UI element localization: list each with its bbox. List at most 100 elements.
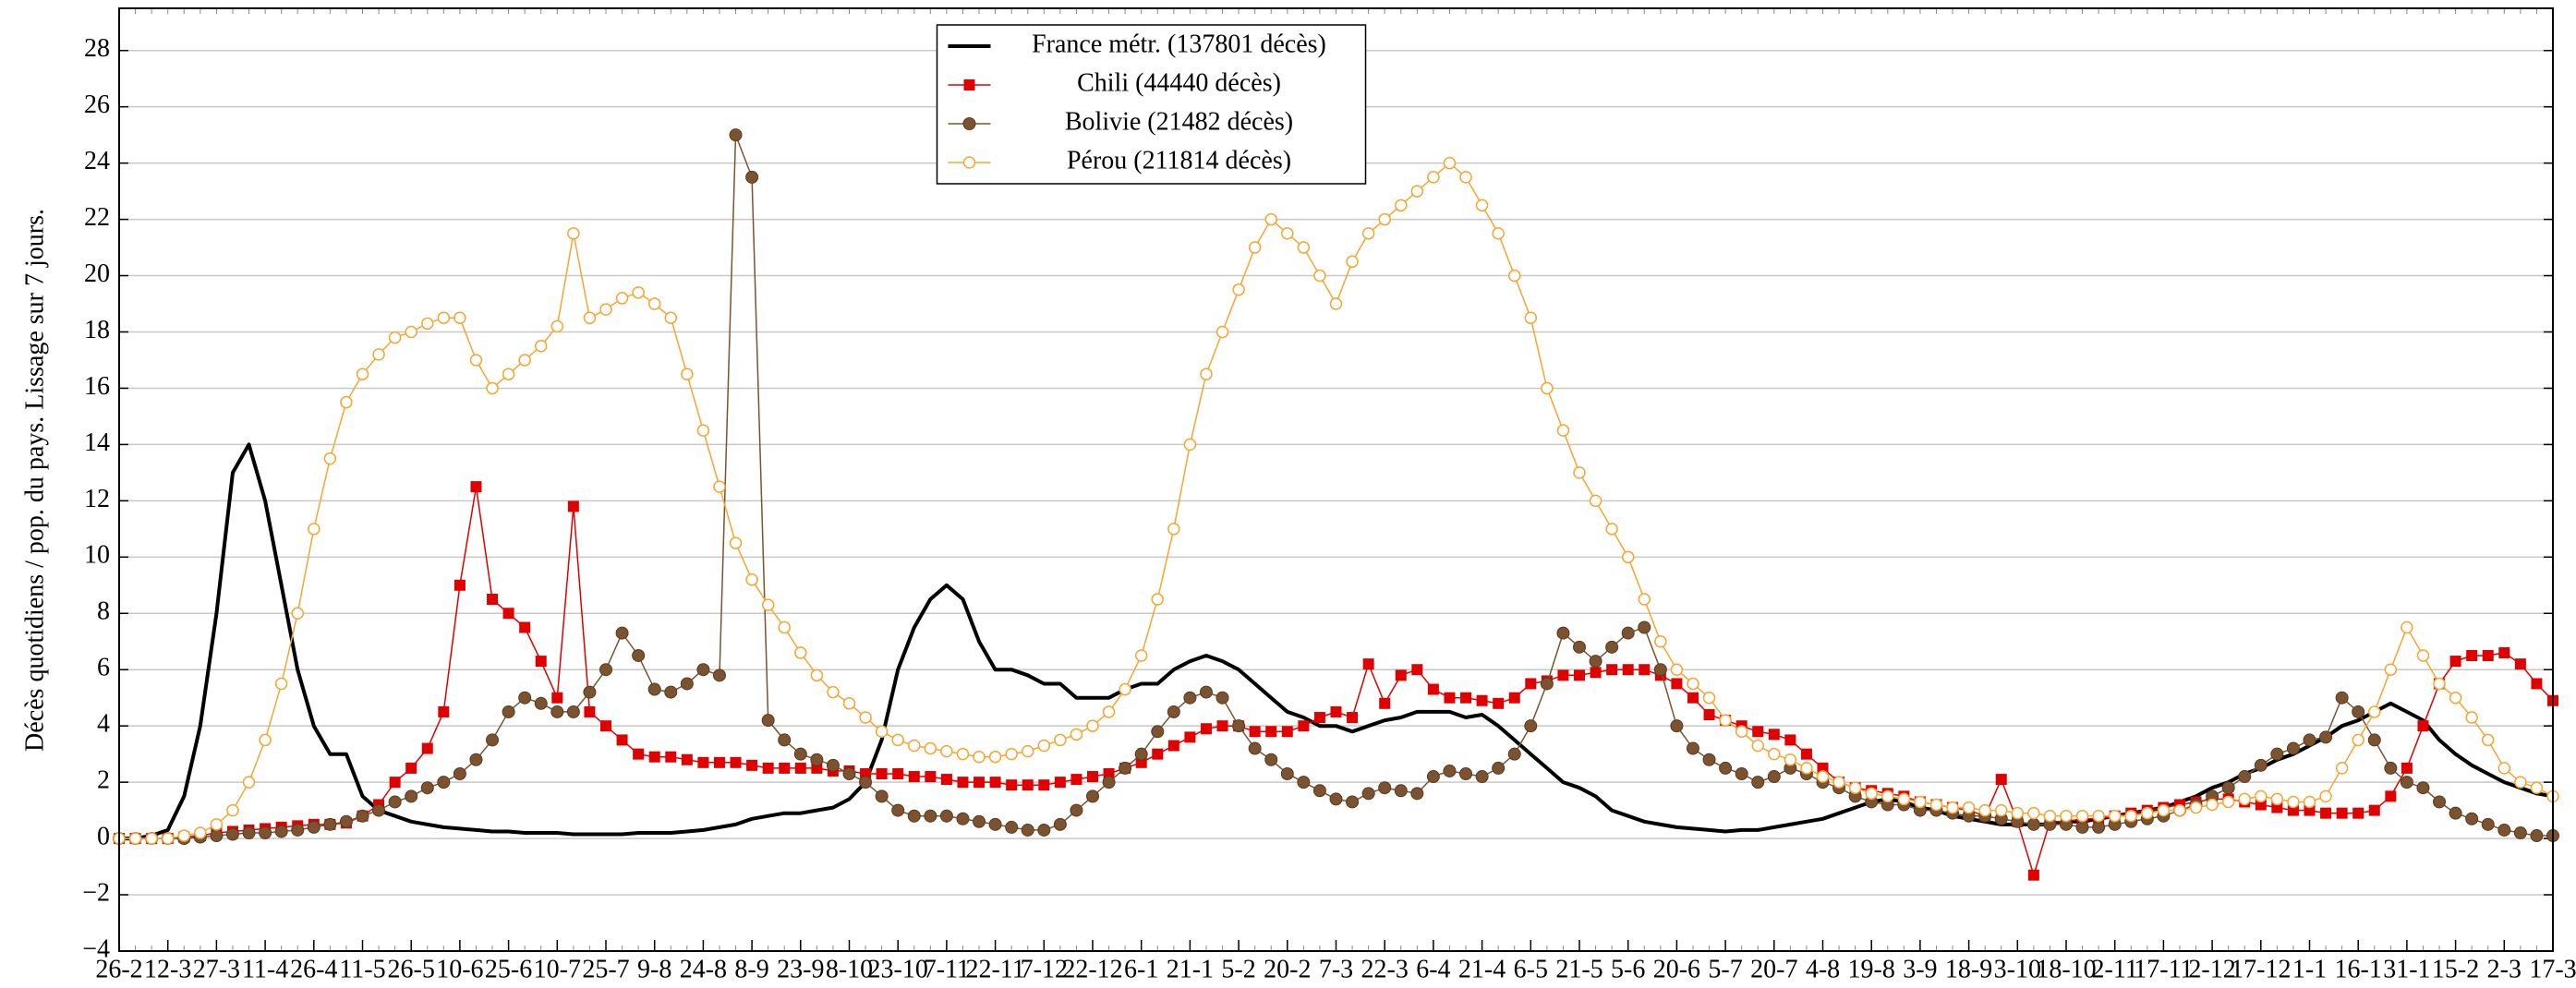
marker: [1995, 774, 2007, 786]
series-line: [119, 134, 2553, 839]
marker: [1102, 705, 1116, 718]
marker: [2303, 795, 2316, 809]
x-tick-label: 8-9: [734, 955, 768, 983]
marker: [405, 762, 417, 774]
marker: [274, 825, 288, 838]
marker: [956, 747, 970, 761]
marker: [962, 156, 976, 169]
marker: [633, 748, 645, 760]
marker: [1394, 784, 1408, 798]
marker: [2011, 806, 2025, 820]
marker: [242, 825, 256, 839]
marker: [259, 733, 272, 747]
marker: [957, 777, 969, 789]
marker: [989, 777, 1001, 789]
x-tick-label: 10-7: [534, 955, 581, 983]
marker: [2336, 807, 2348, 819]
marker: [1053, 817, 1067, 831]
marker: [599, 303, 612, 316]
marker: [924, 809, 937, 823]
marker: [1443, 764, 1457, 777]
marker: [859, 711, 872, 724]
marker: [470, 481, 482, 493]
marker: [2530, 829, 2544, 843]
marker: [1687, 692, 1699, 704]
marker: [2027, 806, 2040, 820]
marker: [2465, 711, 2478, 724]
marker: [2271, 801, 2283, 813]
x-tick-label: 1-1: [2292, 955, 2327, 983]
marker: [1653, 663, 1667, 677]
marker: [794, 646, 807, 659]
marker: [1994, 803, 2008, 817]
marker: [1005, 820, 1019, 834]
y-tick-label: 24: [84, 147, 110, 175]
marker: [2221, 795, 2235, 809]
marker: [1702, 691, 1716, 705]
marker: [1411, 664, 1423, 676]
marker: [2238, 792, 2251, 806]
marker: [1329, 792, 1343, 806]
marker: [1313, 712, 1325, 724]
marker: [583, 311, 597, 325]
marker: [437, 311, 451, 325]
marker: [1816, 770, 1830, 783]
marker: [2466, 649, 2478, 661]
marker: [1281, 726, 1293, 738]
marker: [2497, 762, 2511, 775]
marker: [1086, 789, 1099, 803]
marker: [534, 696, 548, 710]
marker: [1784, 734, 1796, 746]
marker: [1460, 692, 1472, 704]
marker: [1395, 199, 1408, 212]
marker: [1379, 697, 1391, 709]
marker: [1215, 691, 1229, 705]
marker: [1298, 720, 1310, 732]
marker: [712, 669, 726, 682]
marker: [1735, 725, 1748, 739]
marker: [2417, 720, 2429, 732]
x-tick-label: 18-9: [1945, 955, 1992, 983]
marker: [2449, 691, 2462, 705]
marker: [454, 579, 466, 591]
marker: [1037, 823, 1051, 837]
marker: [1638, 593, 1651, 606]
marker: [177, 829, 191, 842]
marker: [696, 424, 710, 437]
marker: [1475, 199, 1489, 212]
y-tick-label: 28: [84, 34, 110, 63]
marker: [810, 669, 824, 682]
marker: [291, 607, 304, 621]
marker: [600, 720, 611, 732]
marker: [632, 648, 646, 662]
marker: [762, 762, 774, 774]
marker: [664, 311, 678, 325]
legend-label: France métr. (137801 décès): [1032, 30, 1326, 58]
y-tick-label: 18: [84, 316, 110, 344]
marker: [2075, 809, 2089, 823]
marker: [1152, 748, 1164, 760]
y-tick-label: 22: [84, 203, 110, 232]
marker: [259, 825, 272, 839]
legend-label: Chili (44440 décès): [1077, 68, 1281, 97]
marker: [826, 758, 840, 772]
marker: [1848, 781, 1862, 794]
marker: [1443, 156, 1457, 170]
marker: [1459, 171, 1472, 184]
marker: [615, 626, 629, 640]
marker: [875, 725, 889, 739]
marker: [2255, 799, 2267, 811]
marker: [1151, 725, 1165, 739]
marker: [1264, 212, 1277, 226]
marker: [647, 297, 661, 310]
marker: [1362, 658, 1374, 670]
x-tick-label: 8-10: [826, 955, 873, 983]
marker: [469, 354, 483, 367]
marker: [518, 691, 532, 705]
marker: [2320, 807, 2332, 819]
marker: [940, 774, 952, 786]
marker: [793, 747, 807, 761]
marker: [2401, 762, 2413, 774]
marker: [697, 756, 709, 768]
marker: [161, 832, 175, 845]
